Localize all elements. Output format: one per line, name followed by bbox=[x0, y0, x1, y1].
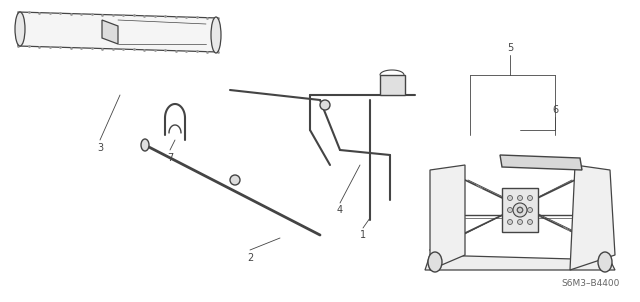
Circle shape bbox=[527, 207, 532, 213]
Circle shape bbox=[508, 220, 513, 224]
Text: S6M3–B4400: S6M3–B4400 bbox=[562, 279, 620, 288]
Ellipse shape bbox=[428, 252, 442, 272]
Text: 1: 1 bbox=[360, 230, 366, 240]
Circle shape bbox=[518, 207, 522, 213]
Text: 7: 7 bbox=[167, 153, 173, 163]
Circle shape bbox=[527, 220, 532, 224]
Circle shape bbox=[517, 207, 523, 213]
Circle shape bbox=[508, 207, 513, 213]
Circle shape bbox=[518, 195, 522, 201]
Circle shape bbox=[230, 175, 240, 185]
Polygon shape bbox=[18, 12, 218, 52]
Polygon shape bbox=[425, 255, 615, 270]
Ellipse shape bbox=[598, 252, 612, 272]
Circle shape bbox=[518, 220, 522, 224]
Polygon shape bbox=[502, 188, 538, 232]
Text: 6: 6 bbox=[552, 105, 558, 115]
Polygon shape bbox=[102, 20, 118, 44]
Polygon shape bbox=[430, 165, 465, 270]
Text: 5: 5 bbox=[507, 43, 513, 53]
Ellipse shape bbox=[211, 17, 221, 53]
Ellipse shape bbox=[141, 139, 149, 151]
Text: 2: 2 bbox=[247, 253, 253, 263]
Bar bbox=[380, 75, 405, 95]
Circle shape bbox=[513, 203, 527, 217]
Polygon shape bbox=[500, 155, 582, 170]
Circle shape bbox=[508, 195, 513, 201]
Ellipse shape bbox=[15, 12, 25, 46]
Text: 4: 4 bbox=[337, 205, 343, 215]
Circle shape bbox=[527, 195, 532, 201]
Text: 3: 3 bbox=[97, 143, 103, 153]
Circle shape bbox=[320, 100, 330, 110]
Polygon shape bbox=[570, 165, 615, 270]
